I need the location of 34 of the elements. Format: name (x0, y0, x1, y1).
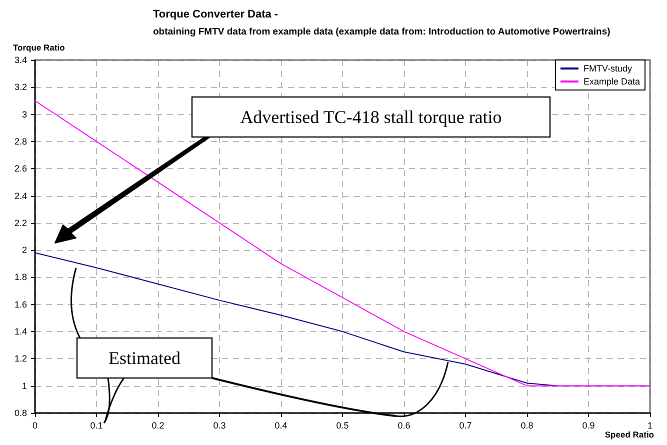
legend-label: FMTV-study (583, 64, 632, 74)
annotation: Advertised TC-418 stall torque ratio (240, 107, 502, 127)
annotation: Estimated (108, 348, 180, 368)
chart-subtitle: obtaining FMTV data from example data (example data from: Introduction to Automotive Powertrains) (153, 26, 610, 38)
x-tick-label: 0.5 (336, 420, 349, 430)
x-tick-label: 0.7 (459, 420, 472, 430)
y-tick-label: 1 (22, 380, 27, 391)
x-axis-title: Speed Ratio (604, 430, 654, 440)
y-tick-label: 2.8 (14, 136, 27, 146)
x-tick-label: 0.9 (582, 420, 595, 430)
y-tick-label: 2 (22, 245, 27, 256)
y-tick-label: 1.6 (14, 299, 27, 310)
x-tick-label: 0.8 (520, 420, 534, 430)
x-tick-label: 0.3 (213, 420, 226, 430)
y-tick-label: 3.2 (14, 82, 27, 92)
y-tick-label: 3.4 (14, 55, 27, 65)
y-tick-label: 3 (22, 109, 27, 120)
x-tick-label: 0.4 (274, 420, 288, 430)
x-tick-label: 0 (32, 420, 38, 430)
y-tick-label: 1.2 (14, 354, 27, 364)
y-tick-label: 1.8 (14, 272, 27, 282)
chart-title: Torque Converter Data - (153, 8, 278, 20)
y-axis-title: Torque Ratio (13, 42, 65, 52)
x-tick-label: 0.1 (90, 420, 103, 430)
x-tick-label: 1 (647, 420, 653, 430)
line-series (34, 100, 650, 386)
y-tick-label: 1.4 (14, 326, 27, 337)
x-tick-label: 0.2 (152, 420, 164, 430)
y-tick-label: 2.2 (14, 218, 27, 228)
x-tick-label: 0.6 (398, 420, 410, 430)
y-tick-label: 0.8 (14, 408, 27, 418)
y-tick-label: 2.6 (14, 164, 27, 174)
y-tick-label: 2.4 (14, 190, 27, 201)
legend-label: Example Data (583, 76, 640, 86)
